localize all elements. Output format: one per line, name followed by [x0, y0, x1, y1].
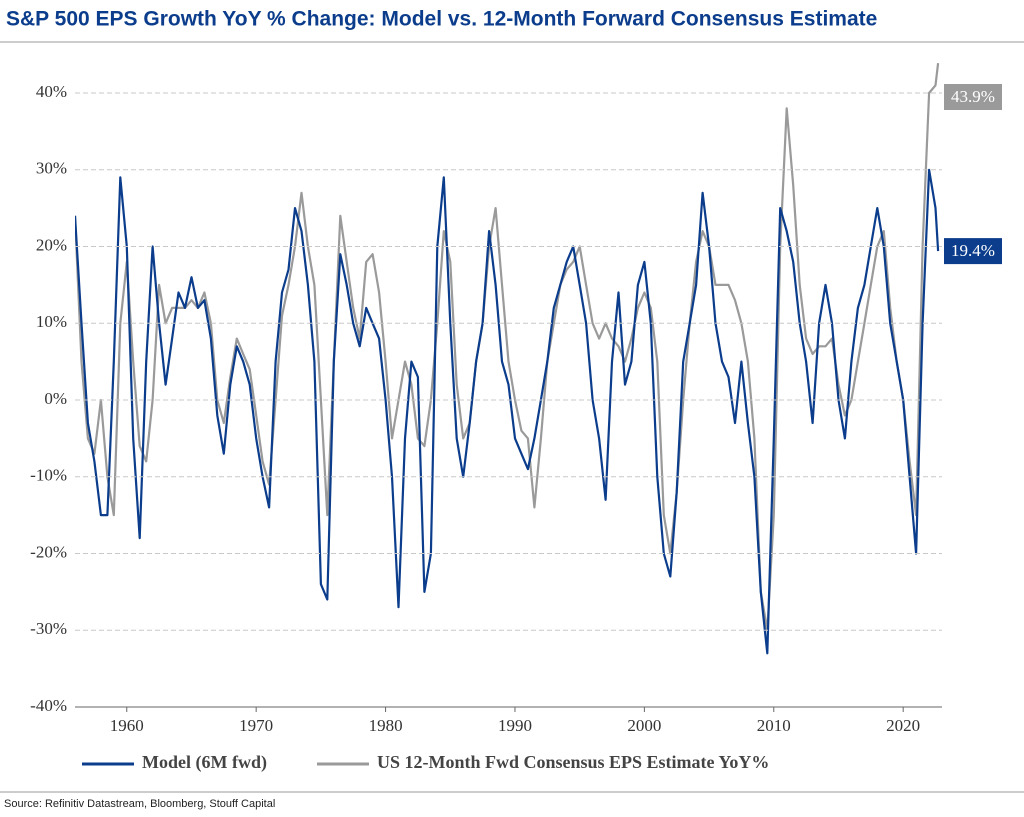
y-tick-label: 10% [36, 312, 67, 331]
y-tick-label: -20% [30, 542, 67, 561]
end-label: 43.9% [951, 87, 995, 106]
y-tick-label: -40% [30, 696, 67, 715]
x-tick-label: 2020 [886, 716, 920, 735]
x-tick-label: 2000 [627, 716, 661, 735]
y-tick-label: 0% [44, 389, 67, 408]
x-tick-label: 1990 [498, 716, 532, 735]
end-label: 19.4% [951, 241, 995, 260]
y-tick-label: 30% [36, 159, 67, 178]
end-label-box [944, 84, 1002, 110]
y-tick-label: 20% [36, 235, 67, 254]
y-tick-label: -30% [30, 619, 67, 638]
legend-label: US 12-Month Fwd Consensus EPS Estimate Y… [377, 752, 769, 772]
chart-title: S&P 500 EPS Growth YoY % Change: Model v… [6, 8, 877, 31]
x-tick-label: 1980 [369, 716, 403, 735]
x-tick-label: 1960 [110, 716, 144, 735]
series-line [75, 168, 940, 655]
legend-label: Model (6M fwd) [142, 752, 267, 773]
x-tick-label: 2010 [757, 716, 791, 735]
source: Source: Refinitiv Datastream, Bloomberg,… [4, 798, 275, 810]
plot-area [75, 62, 940, 655]
y-tick-label: -10% [30, 466, 67, 485]
y-tick-label: 40% [36, 82, 67, 101]
series-line [75, 62, 940, 632]
x-tick-label: 1970 [239, 716, 273, 735]
end-label-box [944, 238, 1002, 265]
